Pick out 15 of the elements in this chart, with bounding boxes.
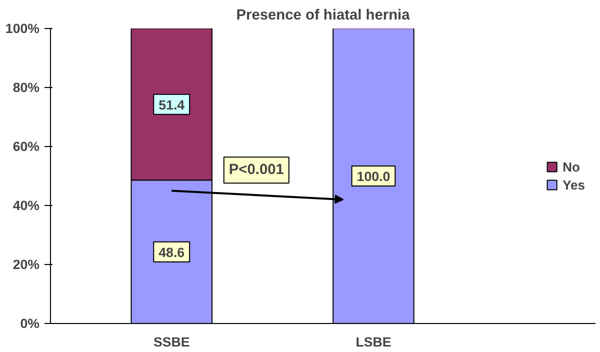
y-tick-label: 100% bbox=[5, 21, 40, 36]
x-tick-label: SSBE bbox=[153, 334, 190, 350]
chart-title: Presence of hiatal hernia bbox=[236, 8, 411, 24]
legend-label: Yes bbox=[562, 177, 585, 192]
y-tick-label: 0% bbox=[20, 316, 40, 331]
annotation: P<0.001 bbox=[228, 162, 284, 178]
data-label: 51.4 bbox=[158, 97, 186, 112]
y-tick-label: 40% bbox=[12, 198, 40, 213]
x-tick-label: LSBE bbox=[356, 334, 392, 350]
y-tick-label: 60% bbox=[12, 139, 40, 154]
y-tick-label: 20% bbox=[12, 257, 40, 272]
legend-label: No bbox=[562, 159, 581, 174]
data-label: 48.6 bbox=[158, 244, 185, 260]
data-label: 100.0 bbox=[356, 169, 390, 184]
y-tick-label: 80% bbox=[12, 80, 40, 95]
